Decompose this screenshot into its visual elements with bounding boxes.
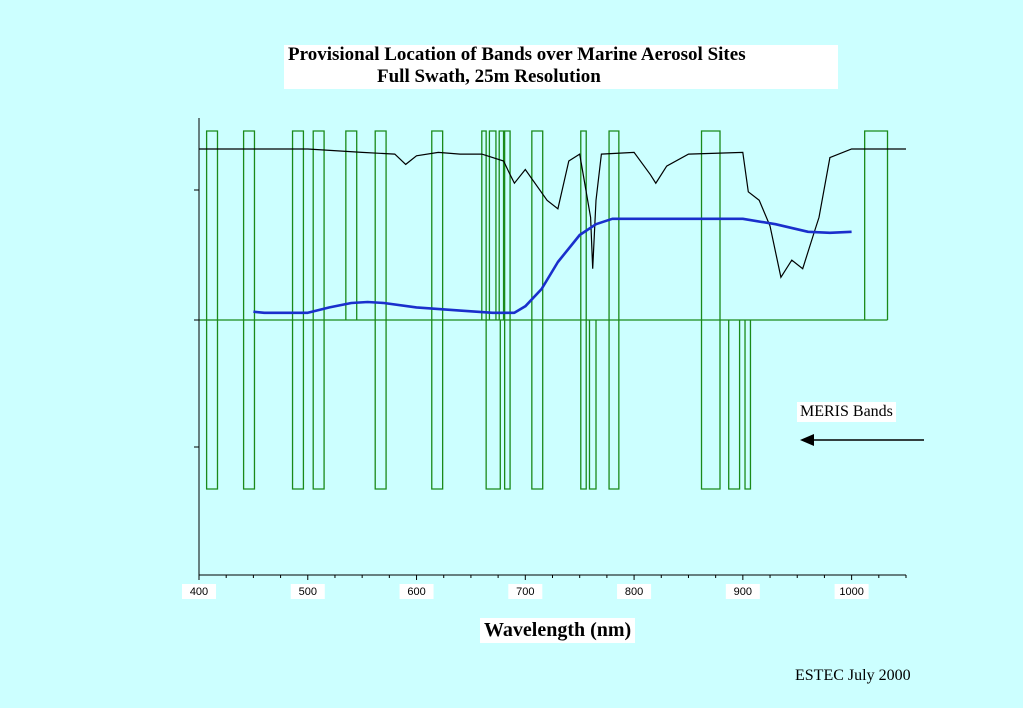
band-upper-8 <box>488 130 497 320</box>
band-upper-7 <box>481 130 487 320</box>
band-lower-5 <box>431 320 444 490</box>
band-lower-0 <box>205 320 219 490</box>
legend-arrow-head <box>800 434 814 446</box>
band-lower-7 <box>503 320 511 490</box>
band-upper-12 <box>580 130 587 320</box>
x-tick-label-bg <box>725 584 760 599</box>
band-lower-13 <box>728 320 741 490</box>
band-upper-10 <box>503 130 511 320</box>
band-upper-2 <box>291 130 305 320</box>
band-upper-4 <box>345 130 358 320</box>
chart-title: Provisional Location of Bands over Marin… <box>288 44 746 65</box>
x-tick-label-bg <box>617 584 652 599</box>
x-tick-label-700: 700 <box>516 586 534 598</box>
x-tick-label-800: 800 <box>625 586 643 598</box>
bands-layer <box>199 130 889 490</box>
band-lower-1 <box>242 320 256 490</box>
x-tick-label-bg <box>508 584 543 599</box>
band-upper-14 <box>700 130 721 320</box>
band-lower-12 <box>700 320 721 490</box>
band-lower-14 <box>744 320 752 490</box>
x-tick-label-900: 900 <box>734 586 752 598</box>
series-solar-transmission <box>199 148 906 279</box>
x-tick-label-bg <box>290 584 325 599</box>
band-upper-9 <box>498 130 505 320</box>
band-lower-4 <box>374 320 387 490</box>
x-tick-label-600: 600 <box>407 586 425 598</box>
x-tick-label-500: 500 <box>299 586 317 598</box>
band-upper-0 <box>205 130 219 320</box>
band-lower-9 <box>580 320 587 490</box>
x-tick-label-1000: 1000 <box>839 586 863 598</box>
band-upper-6 <box>431 130 444 320</box>
x-tick-label-bg <box>834 584 869 599</box>
band-lower-10 <box>588 320 597 490</box>
band-lower-11 <box>608 320 620 490</box>
series-aerosol-reflectance <box>253 217 852 315</box>
series-layer <box>199 148 906 315</box>
band-lower-3 <box>312 320 325 490</box>
band-lower-2 <box>291 320 305 490</box>
x-tick-label-400: 400 <box>190 586 208 598</box>
legend-label: MERIS Bands <box>797 402 896 422</box>
band-lower-8 <box>531 320 544 490</box>
band-lower-6 <box>485 320 501 490</box>
title-background <box>284 45 838 89</box>
band-upper-1 <box>242 130 256 320</box>
x-axis-label: Wavelength (nm) <box>480 618 636 643</box>
chart-subtitle: Full Swath, 25m Resolution <box>377 66 601 87</box>
x-tick-label-bg <box>399 584 434 599</box>
band-upper-3 <box>312 130 325 320</box>
credit-annotation: ESTEC July 2000 <box>795 667 911 684</box>
band-upper-5 <box>374 130 387 320</box>
band-upper-15 <box>864 130 889 320</box>
axes-layer: 400 500 600 700 800 900 1000 <box>182 118 907 599</box>
x-tick-label-bg <box>182 584 216 599</box>
band-upper-13 <box>608 130 620 320</box>
band-upper-11 <box>531 130 544 320</box>
